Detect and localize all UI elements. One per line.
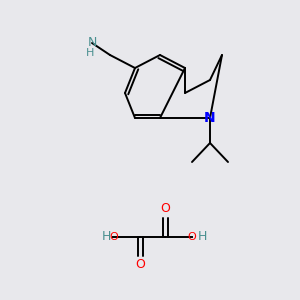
Text: O: O [135, 259, 145, 272]
Text: O: O [188, 232, 196, 242]
Text: H: H [101, 230, 111, 244]
Text: N: N [87, 37, 97, 50]
Text: O: O [160, 202, 170, 215]
Text: N: N [204, 111, 216, 125]
Text: H: H [197, 230, 207, 244]
Text: H: H [86, 48, 94, 58]
Text: O: O [110, 232, 118, 242]
